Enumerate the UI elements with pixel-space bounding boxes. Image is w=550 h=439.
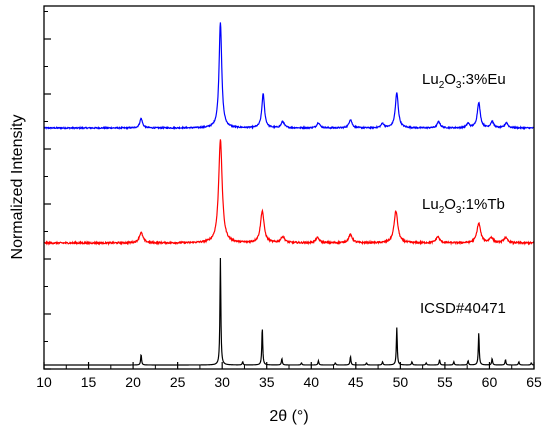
series-label-2: Lu2O3:1%Tb <box>422 196 505 216</box>
series-label-part: :3%Eu <box>461 71 505 88</box>
series-label-part: 2 <box>439 80 445 91</box>
x-tick-label: 40 <box>303 374 319 390</box>
series-label-part: O <box>444 71 456 88</box>
series-label-part: :1%Tb <box>461 196 504 213</box>
y-axis-title: Normalized Intensity <box>9 115 26 260</box>
x-tick-label: 55 <box>437 374 453 390</box>
x-tick-label: 50 <box>393 374 409 390</box>
series-label-part: O <box>444 196 456 213</box>
series-layer <box>43 22 535 366</box>
x-tick-label: 10 <box>36 374 52 390</box>
series-label-part: 3 <box>456 80 462 91</box>
series-line-3 <box>44 257 535 366</box>
series-label-3: ICSD#40471 <box>420 300 506 317</box>
x-tick-label: 30 <box>214 374 230 390</box>
series-label-part: 2 <box>439 205 445 216</box>
x-tick-label: 60 <box>482 374 498 390</box>
series-label-1: Lu2O3:3%Eu <box>422 71 506 91</box>
x-tick-label: 25 <box>170 374 186 390</box>
x-axis-ticks: 10 15 20 25 30 35 40 45 50 55 60 65 <box>36 362 542 390</box>
x-tick-label: 15 <box>81 374 97 390</box>
series-line-1 <box>43 22 535 131</box>
series-line-2 <box>43 139 535 246</box>
x-tick-label: 20 <box>125 374 141 390</box>
series-label-part: Lu <box>422 196 439 213</box>
y-axis-ticks <box>44 11 51 370</box>
series-label-part: Lu <box>422 71 439 88</box>
series-label-part: 3 <box>456 205 462 216</box>
x-tick-label: 45 <box>348 374 364 390</box>
x-axis-title: 2θ (°) <box>269 408 308 425</box>
x-tick-label: 35 <box>259 374 275 390</box>
x-tick-label: 65 <box>526 374 542 390</box>
series-label-part: ICSD#40471 <box>420 300 506 317</box>
